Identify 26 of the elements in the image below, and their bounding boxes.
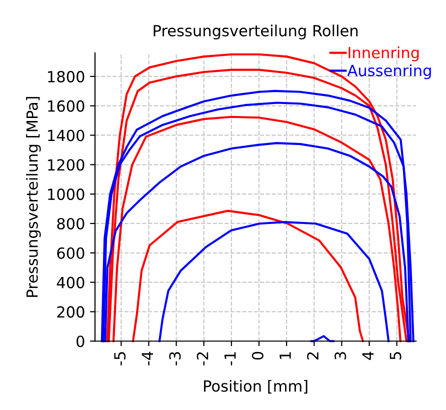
y-tick-label: 1400 xyxy=(48,130,84,142)
legend-label: Aussenring xyxy=(347,64,431,80)
x-tick-label: 5 xyxy=(390,352,402,360)
y-tick-label: 1600 xyxy=(48,100,84,112)
legend-label: Innenring xyxy=(348,46,419,62)
x-tick-label: 3 xyxy=(334,352,346,360)
x-tick-label: 2 xyxy=(307,352,318,360)
x-tick-label: 0 xyxy=(252,352,264,360)
x-axis-title: Position [mm] xyxy=(204,380,308,394)
y-tick-label: 1200 xyxy=(48,159,84,171)
y-tick-label: 1000 xyxy=(48,188,84,200)
y-tick-label: 1800 xyxy=(48,70,84,82)
x-tick-label: 4 xyxy=(362,352,374,360)
x-tick-label: -4 xyxy=(142,352,153,366)
chart-title: Pressungsverteilung Rollen xyxy=(154,24,358,40)
y-tick-label: 400 xyxy=(56,276,84,288)
y-axis-title: Pressungsverteilung [MPa] xyxy=(26,96,41,297)
y-tick-label: 600 xyxy=(57,247,84,259)
x-tick-label: 1 xyxy=(280,352,291,359)
x-tick-label: -3 xyxy=(169,352,181,366)
y-tick-label: 200 xyxy=(57,306,84,318)
x-tick-label: -2 xyxy=(196,352,208,366)
y-tick-label: 800 xyxy=(57,218,84,230)
x-tick-label: -1 xyxy=(224,352,236,366)
x-tick-label: -5 xyxy=(114,352,126,366)
y-tick-label: 0 xyxy=(76,336,84,348)
